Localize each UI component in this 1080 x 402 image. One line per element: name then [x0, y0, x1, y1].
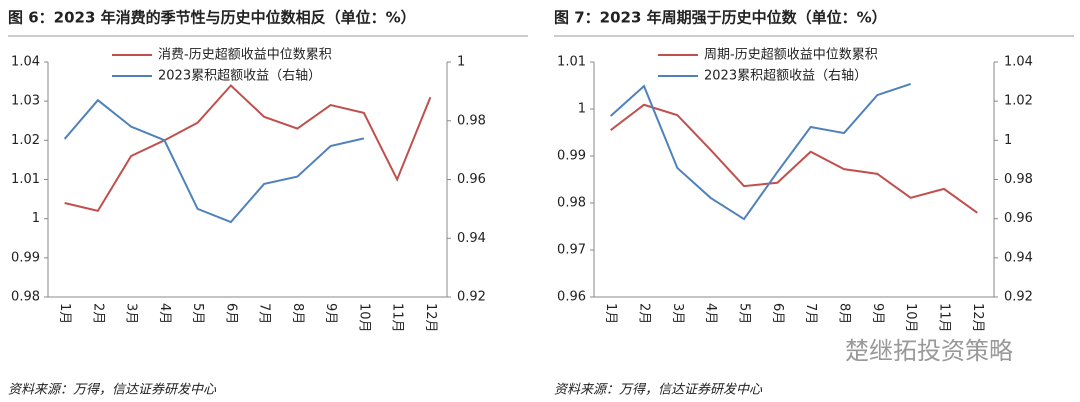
- x-tick-label: 5月: [190, 303, 205, 324]
- y-tick-label: 1.01: [557, 55, 586, 70]
- y2-tick-label: 1.04: [1004, 55, 1033, 70]
- x-tick-label: 1月: [57, 303, 72, 324]
- chart-title: 图 7：2023 年周期强于历史中位数（单位：%）: [554, 9, 887, 27]
- line: [63, 98, 365, 224]
- x-tick-label: 6月: [770, 303, 785, 324]
- y-tick-label: 0.98: [557, 196, 586, 211]
- y2-tick-label: 0.92: [457, 290, 486, 305]
- y2-tick-label: 0.96: [1004, 211, 1033, 226]
- source: 资料来源：万得，信达证券研发中心: [554, 383, 763, 398]
- x-tick-label: 5月: [737, 303, 752, 324]
- y-tick-label: 1.03: [11, 94, 40, 109]
- x-tick-label: 4月: [703, 303, 718, 324]
- x-tick-label: 12月: [970, 303, 985, 333]
- y2-tick-label: 1: [457, 55, 465, 70]
- y-tick-label: 1.01: [11, 172, 40, 187]
- y2-tick-label: 1.02: [1004, 94, 1033, 109]
- x-tick-label: 11月: [390, 303, 405, 333]
- x-tick-label: 9月: [323, 303, 338, 324]
- line: [610, 103, 978, 214]
- x-tick-label: 10月: [903, 303, 918, 333]
- x-tick-label: 8月: [290, 303, 305, 324]
- x-tick-label: 2月: [90, 303, 105, 324]
- y-tick-label: 0.96: [557, 290, 586, 305]
- x-tick-label: 4月: [157, 303, 172, 324]
- y-tick-label: 1: [578, 102, 586, 117]
- legend-label: 2023累积超额收益（右轴）: [158, 69, 321, 84]
- legend-label: 消费-历史超额收益中位数累积: [158, 48, 332, 63]
- line: [64, 84, 432, 212]
- y-tick-label: 0.99: [11, 250, 40, 265]
- legend-label: 2023累积超额收益（右轴）: [704, 69, 867, 84]
- y2-tick-label: 0.92: [1004, 290, 1033, 305]
- y-tick-label: 1.04: [11, 55, 40, 70]
- x-tick-label: 9月: [870, 303, 885, 324]
- y2-tick-label: 0.98: [457, 113, 486, 128]
- x-tick-label: 8月: [837, 303, 852, 324]
- x-tick-label: 11月: [937, 303, 952, 333]
- y2-tick-label: 1: [1004, 133, 1012, 148]
- x-tick-label: 10月: [356, 303, 371, 333]
- line: [609, 82, 911, 221]
- chart-title: 图 6：2023 年消费的季节性与历史中位数相反（单位：%）: [8, 9, 416, 27]
- legend-label: 周期-历史超额收益中位数累积: [704, 48, 878, 63]
- y2-tick-label: 0.94: [457, 231, 486, 246]
- x-tick-label: 1月: [603, 303, 618, 324]
- x-tick-label: 12月: [423, 303, 438, 333]
- y-tick-label: 0.97: [557, 243, 586, 258]
- y2-tick-label: 0.98: [1004, 172, 1033, 187]
- source: 资料来源：万得，信达证券研发中心: [8, 383, 217, 398]
- y-tick-label: 0.98: [11, 290, 40, 305]
- y2-tick-label: 0.96: [457, 172, 486, 187]
- x-tick-label: 2月: [637, 303, 652, 324]
- y-tick-label: 1: [32, 211, 40, 226]
- x-tick-label: 3月: [670, 303, 685, 324]
- y-tick-label: 0.99: [557, 149, 586, 164]
- x-tick-label: 6月: [223, 303, 238, 324]
- x-tick-label: 7月: [803, 303, 818, 324]
- x-tick-label: 3月: [124, 303, 139, 324]
- y2-tick-label: 0.94: [1004, 250, 1033, 265]
- x-tick-label: 7月: [257, 303, 272, 324]
- watermark: 楚继拓投资策略: [845, 337, 1013, 365]
- y-tick-label: 1.02: [11, 133, 40, 148]
